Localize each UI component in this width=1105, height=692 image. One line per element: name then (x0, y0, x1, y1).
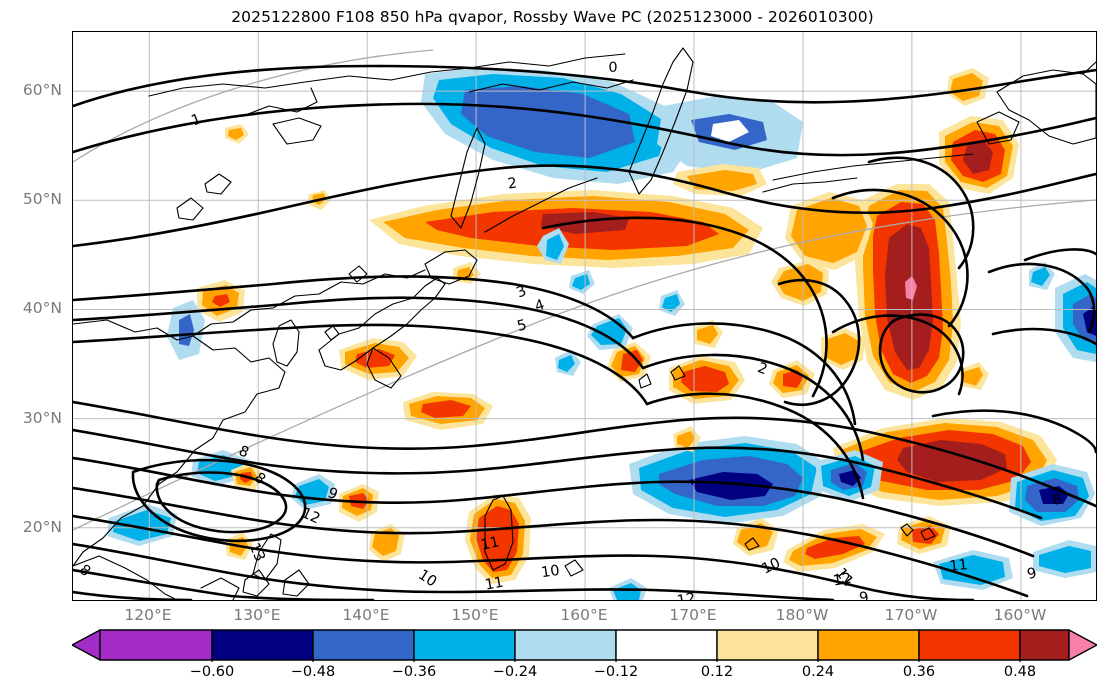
colorbar-band (1019, 629, 1070, 661)
svg-text:10: 10 (540, 563, 561, 581)
colorbar-band (312, 629, 415, 661)
ytick-label: 60°N (22, 81, 62, 99)
colorbar-band (615, 629, 718, 661)
svg-text:5: 5 (516, 317, 529, 335)
svg-text:12: 12 (676, 591, 697, 600)
colorbar-ticks (211, 660, 1021, 662)
svg-text:8: 8 (76, 562, 93, 580)
coastlines-layer (73, 47, 1096, 600)
map-plot-area[interactable]: 0 1 2 2 3 4 5 8 8 8 8 9 9 9 9 10 10 (72, 31, 1097, 601)
colorbar-svg (72, 629, 1097, 662)
xtick-label: 130°E (233, 606, 281, 624)
svg-text:10: 10 (759, 555, 783, 577)
colorbar-tick-label: 0.24 (801, 664, 835, 680)
xtick-label: 120°E (124, 606, 172, 624)
page-title: 2025122800 F108 850 hPa qvapor, Rossby W… (231, 8, 874, 26)
svg-text:11: 11 (479, 534, 500, 553)
xtick-label: 180°W (775, 606, 829, 624)
xtick-label: 160°W (993, 606, 1047, 624)
ytick-label: 40°N (22, 299, 62, 317)
colorbar-tick-label: 0.36 (902, 664, 936, 680)
svg-text:0: 0 (608, 60, 617, 76)
map-gridlines (73, 32, 1096, 600)
svg-text:9: 9 (1026, 565, 1039, 583)
xtick-label: 160°E (560, 606, 608, 624)
colorbar-under-arrow (72, 629, 101, 661)
colorbar-band (99, 629, 213, 661)
colorbar-band (716, 629, 819, 661)
svg-text:13: 13 (246, 541, 268, 564)
colorbar-band (413, 629, 516, 661)
colorbar-swatches (72, 629, 1097, 661)
ytick-label: 30°N (22, 409, 62, 427)
svg-text:11: 11 (949, 557, 969, 575)
contour-lines-layer (73, 64, 1096, 600)
colorbar-tick-label: −0.24 (492, 664, 538, 680)
svg-text:11: 11 (484, 575, 505, 594)
colorbar-tick-label: −0.60 (189, 664, 235, 680)
map-svg: 0 1 2 2 3 4 5 8 8 8 8 9 9 9 9 10 10 (73, 32, 1096, 600)
xtick-label: 150°E (451, 606, 499, 624)
colorbar-tick-label: −0.12 (593, 664, 639, 680)
xtick-label: 140°E (342, 606, 390, 624)
colorbar-band (211, 629, 314, 661)
ytick-label: 20°N (22, 518, 62, 536)
colorbar-band (514, 629, 617, 661)
xtick-label: 170°E (669, 606, 717, 624)
svg-text:8: 8 (1051, 491, 1064, 509)
svg-text:2: 2 (507, 175, 518, 192)
colorbar-band (817, 629, 920, 661)
contour-labels: 0 1 2 2 3 4 5 8 8 8 8 9 9 9 9 10 10 (76, 60, 1064, 600)
colorbar-over-arrow (1068, 629, 1097, 661)
colorbar-tick-label: −0.48 (290, 664, 336, 680)
colorbar[interactable] (72, 628, 1097, 662)
svg-text:4: 4 (533, 297, 547, 315)
svg-text:10: 10 (415, 567, 439, 591)
colorbar-tick-label: 0.48 (1003, 664, 1037, 680)
colorbar-band (918, 629, 1021, 661)
ytick-label: 50°N (22, 190, 62, 208)
svg-text:9: 9 (858, 589, 870, 600)
colorbar-tick-label: 0.12 (700, 664, 734, 680)
svg-text:12: 12 (299, 505, 322, 527)
svg-text:2: 2 (755, 360, 769, 378)
xtick-label: 170°W (884, 606, 938, 624)
svg-text:12: 12 (832, 571, 853, 590)
colorbar-tick-label: −0.36 (391, 664, 437, 680)
